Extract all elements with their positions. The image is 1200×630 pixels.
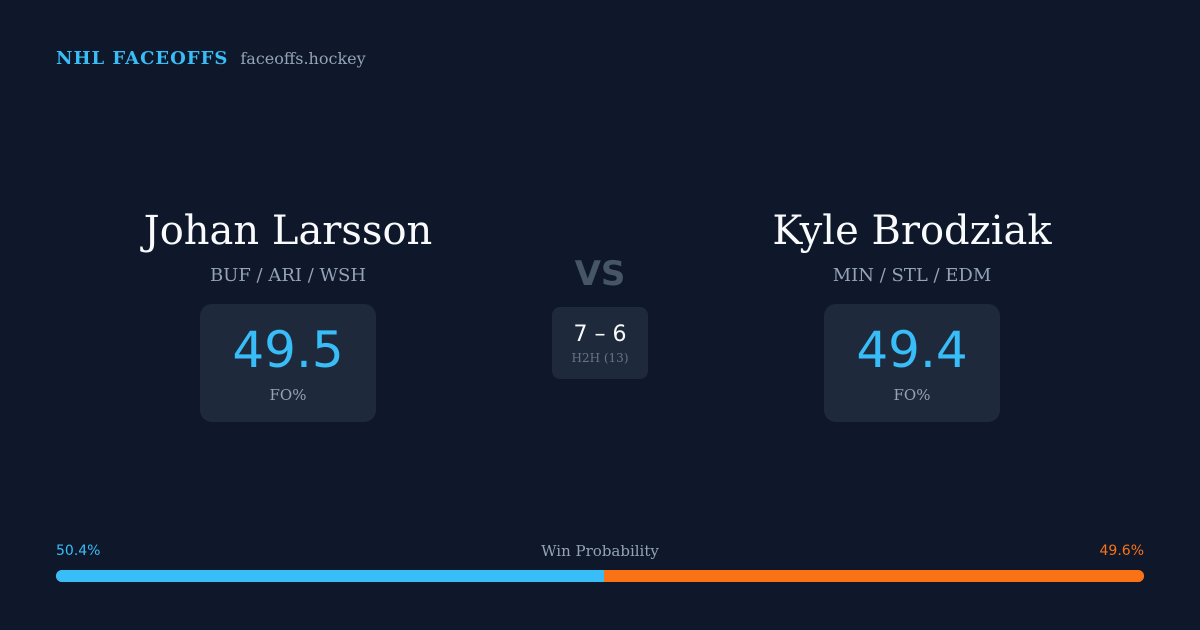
player-name: Johan Larsson	[143, 208, 433, 254]
head-to-head-card: 7 – 6 H2H (13)	[552, 307, 648, 379]
player-right: Kyle Brodziak MIN / STL / EDM 49.4 FO%	[682, 205, 1142, 422]
faceoff-card: 49.4 FO%	[824, 304, 1000, 422]
win-probability-title: Win Probability	[541, 542, 659, 560]
win-probability-labels: 50.4% Win Probability 49.6%	[56, 542, 1144, 560]
win-probability-bar	[56, 570, 1144, 582]
player-left: Johan Larsson BUF / ARI / WSH 49.5 FO%	[58, 205, 518, 422]
win-probability-left: 50.4%	[56, 543, 101, 559]
win-probability-bar-left	[56, 570, 605, 582]
faceoff-percentage: 49.5	[232, 321, 344, 379]
faceoff-percentage: 49.4	[856, 321, 968, 379]
win-probability-right: 49.6%	[1099, 543, 1144, 559]
head-to-head-label: H2H (13)	[571, 350, 629, 365]
player-name: Kyle Brodziak	[772, 208, 1052, 254]
brand-header: NHL FACEOFFS faceoffs.hockey	[56, 48, 366, 69]
player-teams: BUF / ARI / WSH	[209, 265, 367, 286]
brand-title: NHL FACEOFFS	[56, 48, 229, 69]
faceoff-card: 49.5 FO%	[200, 304, 376, 422]
head-to-head-score: 7 – 6	[573, 321, 627, 347]
player-teams: MIN / STL / EDM	[832, 265, 992, 286]
faceoff-label: FO%	[269, 386, 307, 404]
vs-label: VS	[574, 254, 626, 294]
brand-url: faceoffs.hockey	[240, 49, 366, 68]
faceoff-label: FO%	[893, 386, 931, 404]
win-probability-bar-right	[604, 570, 1144, 582]
